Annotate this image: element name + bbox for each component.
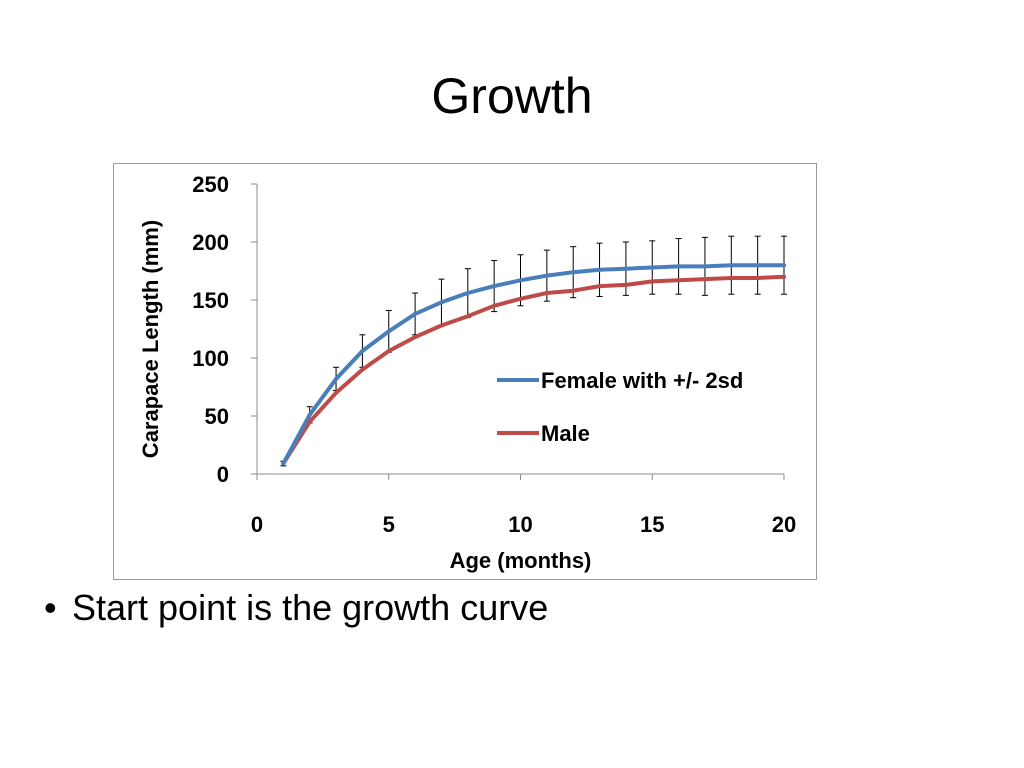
data-point-female-with-2sd <box>518 278 523 283</box>
data-point-male <box>597 284 602 289</box>
data-point-male <box>702 277 707 282</box>
data-point-male <box>518 296 523 301</box>
data-point-female-with-2sd <box>571 270 576 275</box>
data-point-female-with-2sd <box>413 311 418 316</box>
data-point-male <box>782 274 786 279</box>
chart-legend: Female with +/- 2sd Male <box>497 368 743 446</box>
data-point-male <box>755 275 760 280</box>
bullet-icon: • <box>44 587 57 628</box>
data-point-male <box>465 314 470 319</box>
series-line-female-with-2sd <box>281 263 786 466</box>
data-point-female-with-2sd <box>281 461 286 466</box>
x-tick-label: 5 <box>383 512 395 537</box>
data-point-female-with-2sd <box>597 267 602 272</box>
data-point-female-with-2sd <box>439 300 444 305</box>
data-point-male <box>729 275 734 280</box>
x-tick-label: 20 <box>772 512 796 537</box>
data-point-male <box>676 278 681 283</box>
data-point-female-with-2sd <box>623 266 628 271</box>
chart-series-lines <box>281 263 786 466</box>
data-point-female-with-2sd <box>334 376 339 381</box>
data-point-female-with-2sd <box>386 329 391 334</box>
x-tick-label: 0 <box>251 512 263 537</box>
data-point-male <box>307 419 312 424</box>
x-tick-label: 10 <box>508 512 532 537</box>
series-line-male <box>281 274 786 466</box>
y-tick-label: 0 <box>217 462 229 487</box>
data-point-female-with-2sd <box>755 263 760 268</box>
data-point-female-with-2sd <box>465 291 470 296</box>
data-point-female-with-2sd <box>307 412 312 417</box>
data-point-female-with-2sd <box>492 284 497 289</box>
data-point-male <box>413 335 418 340</box>
y-tick-label: 50 <box>205 404 229 429</box>
data-point-female-with-2sd <box>360 349 365 354</box>
data-point-male <box>650 279 655 284</box>
legend-label: Male <box>541 421 590 446</box>
bullet-item: • Start point is the growth curve <box>44 584 548 632</box>
data-point-female-with-2sd <box>650 265 655 270</box>
data-point-male <box>360 367 365 372</box>
data-point-male <box>623 282 628 287</box>
y-tick-label: 250 <box>192 172 229 197</box>
x-axis-title: Age (months) <box>450 548 592 573</box>
x-tick-label: 15 <box>640 512 664 537</box>
growth-line-chart: 0 50 100 150 200 250 0 5 10 15 20 Age (months) Carap… <box>138 172 796 573</box>
y-axis-title: Carapace Length (mm) <box>138 220 163 458</box>
data-point-female-with-2sd <box>702 264 707 269</box>
data-point-male <box>386 349 391 354</box>
data-point-male <box>492 303 497 308</box>
legend-label: Female with +/- 2sd <box>541 368 743 393</box>
data-point-female-with-2sd <box>782 263 786 268</box>
data-point-female-with-2sd <box>544 273 549 278</box>
bullet-text: Start point is the growth curve <box>72 587 549 628</box>
chart-tick-labels: 0 50 100 150 200 250 0 5 10 15 20 Age (months) Carap… <box>138 172 796 573</box>
data-point-male <box>571 288 576 293</box>
chart-series-points <box>281 263 786 466</box>
chart-axes <box>251 183 785 480</box>
data-point-male <box>544 291 549 296</box>
data-point-male <box>439 323 444 328</box>
y-tick-label: 150 <box>192 288 229 313</box>
data-point-female-with-2sd <box>729 263 734 268</box>
data-point-male <box>334 390 339 395</box>
y-tick-label: 200 <box>192 230 229 255</box>
data-point-female-with-2sd <box>676 264 681 269</box>
y-tick-label: 100 <box>192 346 229 371</box>
slide-title: Growth <box>431 68 593 124</box>
chart-area: 0 50 100 150 200 250 0 5 10 15 20 Age (months) Carap… <box>113 163 817 580</box>
